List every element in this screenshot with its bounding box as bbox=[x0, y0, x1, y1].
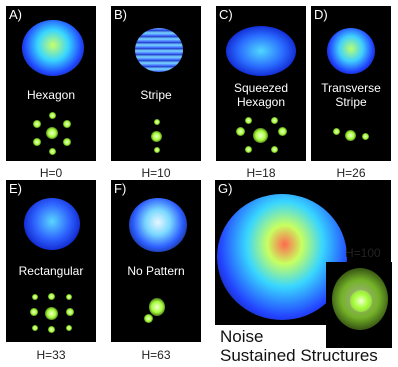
near-field-pattern bbox=[226, 26, 296, 76]
caption-noise: Noise bbox=[220, 327, 264, 346]
panel-label: D) bbox=[314, 7, 328, 22]
panel-e: E) Rectangular bbox=[6, 180, 96, 342]
h-value-label: H=18 bbox=[246, 166, 276, 180]
near-field-pattern bbox=[22, 20, 84, 76]
panel-c: C) Squeezed Hexagon bbox=[216, 6, 306, 161]
h-value-label: H=0 bbox=[39, 166, 63, 180]
h-value-label: H=10 bbox=[141, 166, 171, 180]
h-value-label: H=63 bbox=[141, 348, 171, 362]
panel-b: B) Stripe bbox=[111, 6, 201, 161]
panel-g: G) bbox=[215, 180, 391, 325]
near-field-pattern bbox=[327, 28, 375, 74]
pattern-name: Hexagon bbox=[26, 88, 76, 102]
panel-label: A) bbox=[9, 7, 22, 22]
pattern-name: Transverse Stripe bbox=[321, 81, 381, 109]
panel-label: E) bbox=[9, 181, 22, 196]
caption-sustained-structures: Sustained Structures bbox=[220, 346, 378, 365]
h-value-label: H=26 bbox=[336, 166, 366, 180]
panel-g-far-field bbox=[326, 262, 392, 348]
panel-label: C) bbox=[219, 7, 233, 22]
h-value-label: H=100 bbox=[345, 246, 381, 260]
pattern-name: No Pattern bbox=[127, 264, 185, 278]
near-field-pattern bbox=[135, 28, 183, 72]
panel-a: A) Hexagon bbox=[6, 6, 96, 161]
panel-label: F) bbox=[114, 181, 127, 196]
panel-f: F) No Pattern bbox=[111, 180, 201, 342]
pattern-name: Rectangular bbox=[18, 264, 84, 278]
h-value-label: H=33 bbox=[36, 348, 66, 362]
panel-label: B) bbox=[114, 7, 127, 22]
panel-label: G) bbox=[218, 181, 233, 196]
near-field-pattern bbox=[129, 198, 187, 252]
panel-d: D) Transverse Stripe bbox=[311, 6, 391, 161]
near-field-pattern bbox=[217, 194, 347, 320]
pattern-name: Stripe bbox=[140, 88, 172, 102]
pattern-name: Squeezed Hexagon bbox=[233, 81, 289, 109]
near-field-pattern bbox=[24, 198, 80, 250]
